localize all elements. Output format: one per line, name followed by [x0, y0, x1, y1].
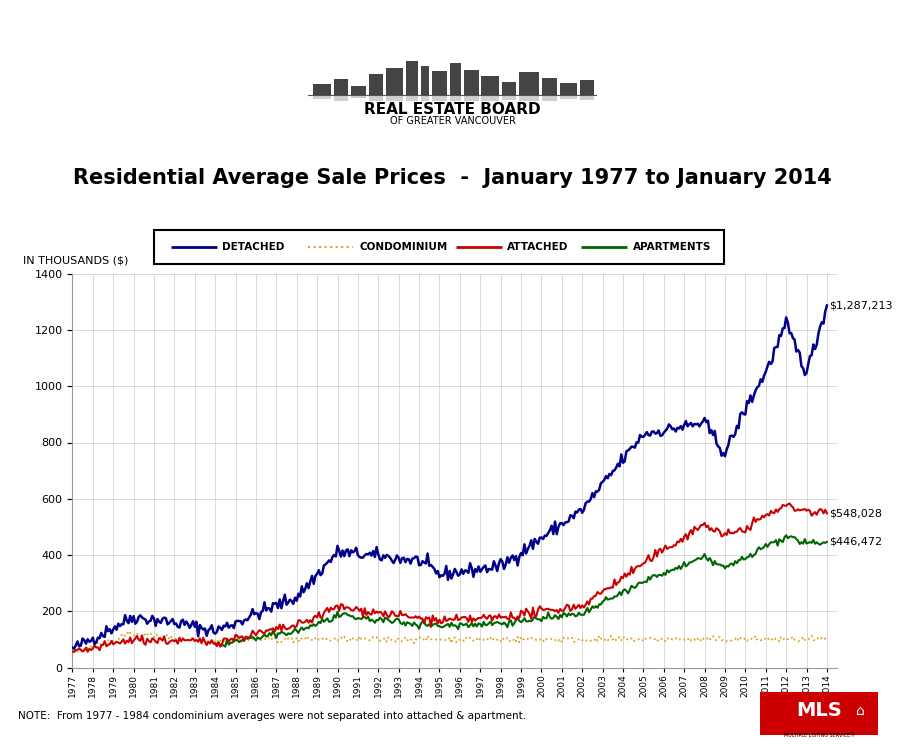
- Bar: [368, 94, 383, 103]
- Bar: [406, 61, 418, 94]
- Text: DETACHED: DETACHED: [223, 242, 285, 252]
- Bar: [542, 94, 557, 101]
- FancyBboxPatch shape: [760, 692, 878, 735]
- Text: IN THOUSANDS ($): IN THOUSANDS ($): [23, 256, 129, 266]
- FancyBboxPatch shape: [154, 230, 724, 264]
- Bar: [481, 94, 499, 102]
- Text: $446,472: $446,472: [829, 537, 882, 547]
- Bar: [433, 71, 447, 94]
- Text: NOTE:  From 1977 - 1984 condominium averages were not separated into attached & : NOTE: From 1977 - 1984 condominium avera…: [18, 711, 526, 722]
- Bar: [481, 76, 499, 94]
- Bar: [559, 94, 577, 100]
- Text: MULTIPLE LISTING SERVICE®: MULTIPLE LISTING SERVICE®: [784, 734, 854, 738]
- Bar: [406, 94, 418, 108]
- Bar: [421, 94, 429, 106]
- Bar: [580, 94, 595, 100]
- Text: $1,287,213: $1,287,213: [829, 301, 892, 310]
- Text: CONDOMINIUM: CONDOMINIUM: [359, 242, 447, 252]
- Text: APARTMENTS: APARTMENTS: [633, 242, 711, 252]
- Text: ATTACHED: ATTACHED: [508, 242, 568, 252]
- Bar: [351, 86, 366, 94]
- Bar: [334, 94, 348, 101]
- Bar: [559, 83, 577, 94]
- Bar: [351, 94, 366, 98]
- Bar: [450, 94, 462, 107]
- Bar: [542, 78, 557, 94]
- Bar: [501, 82, 516, 94]
- Bar: [368, 74, 383, 94]
- Bar: [501, 94, 516, 100]
- Bar: [433, 94, 447, 104]
- Text: OF GREATER VANCOUVER: OF GREATER VANCOUVER: [389, 116, 516, 127]
- Bar: [421, 66, 429, 94]
- Bar: [464, 70, 479, 94]
- Bar: [464, 94, 479, 105]
- Text: MLS: MLS: [796, 701, 842, 721]
- Bar: [386, 68, 404, 94]
- Bar: [580, 80, 595, 94]
- Bar: [313, 94, 331, 99]
- Text: ⌂: ⌂: [856, 704, 864, 718]
- Text: Residential Average Sale Prices  -  January 1977 to January 2014: Residential Average Sale Prices - Januar…: [73, 169, 832, 188]
- Bar: [519, 94, 539, 104]
- Bar: [450, 63, 462, 94]
- Bar: [386, 94, 404, 105]
- Text: $548,028: $548,028: [829, 509, 882, 518]
- Bar: [334, 79, 348, 94]
- Text: REAL ESTATE BOARD: REAL ESTATE BOARD: [364, 102, 541, 117]
- Bar: [313, 84, 331, 94]
- Bar: [519, 73, 539, 94]
